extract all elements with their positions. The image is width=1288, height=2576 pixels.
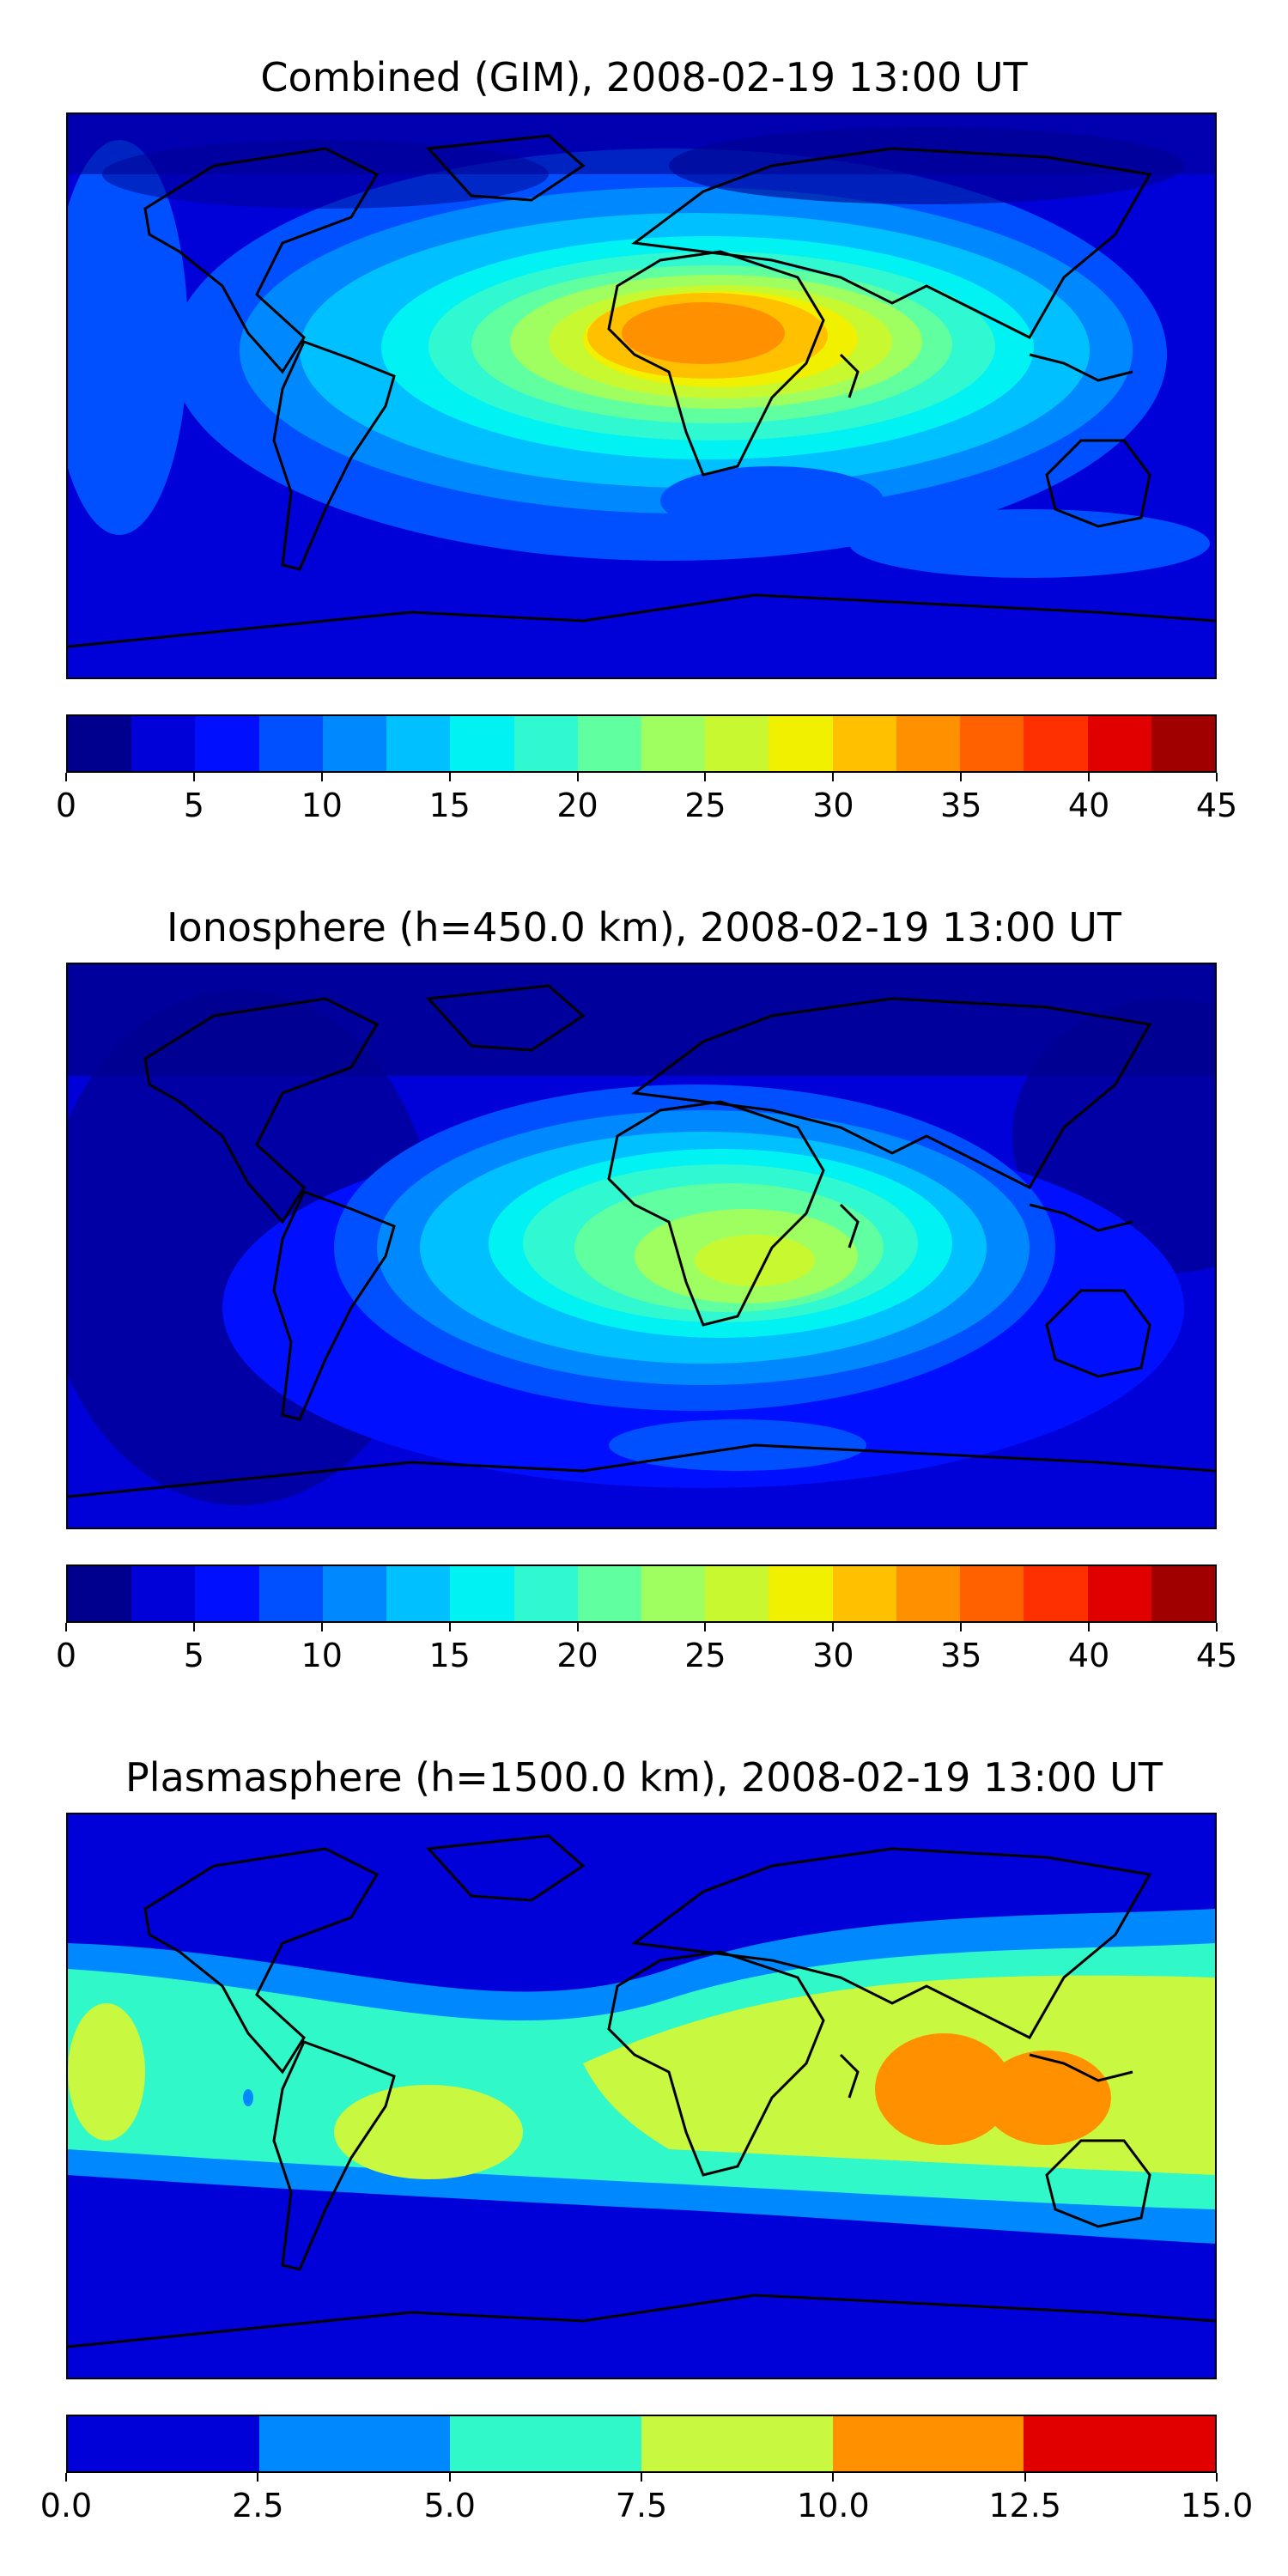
colorbar-segment xyxy=(322,1566,387,1621)
colorbar-tick-label: 10 xyxy=(301,787,343,824)
colorbar-segment xyxy=(832,1566,896,1621)
colorbar-tick-label: 0.0 xyxy=(39,2487,93,2524)
colorbar-tick-label: 40 xyxy=(1067,787,1110,824)
colorbar-segment xyxy=(641,2416,833,2471)
colorbar-ionosphere xyxy=(66,1564,1217,1623)
colorbar-segment xyxy=(960,716,1024,771)
colorbar-segment xyxy=(832,2416,1024,2471)
map-ionosphere xyxy=(66,963,1217,1529)
colorbar-segment xyxy=(322,716,387,771)
colorbar-tick-label: 40 xyxy=(1067,1637,1110,1674)
colorbar-tick-label: 25 xyxy=(684,1637,726,1674)
map-combined xyxy=(66,112,1217,679)
colorbar-segment xyxy=(131,716,196,771)
colorbar-segment xyxy=(641,716,706,771)
map-title: Combined (GIM), 2008-02-19 13:00 UT xyxy=(260,54,1028,100)
colorbar-tick-label: 7.5 xyxy=(615,2487,668,2524)
colorbar-segment xyxy=(1087,716,1151,771)
colorbar-segment xyxy=(769,716,833,771)
map-plasmasphere xyxy=(66,1813,1217,2379)
colorbar-segment xyxy=(195,1566,259,1621)
colorbar-combined xyxy=(66,714,1217,773)
colorbar-tick-label: 2.5 xyxy=(232,2487,284,2524)
colorbar-tick-label: 5.0 xyxy=(423,2487,476,2524)
colorbar-segment xyxy=(386,1566,451,1621)
colorbar-segment xyxy=(1151,716,1215,771)
colorbar-segment xyxy=(705,1566,769,1621)
colorbar-tick-label: 35 xyxy=(940,787,982,824)
map-title: Plasmasphere (h=1500.0 km), 2008-02-19 1… xyxy=(125,1754,1163,1801)
colorbar-tick-label: 15 xyxy=(428,787,471,824)
colorbar-ticks-plasmasphere: 0.0 2.5 5.0 7.5 10.0 12.5 15.0 xyxy=(40,2473,1253,2524)
colorbar-ticks-combined: 0 5 10 15 20 25 30 35 40 45 xyxy=(56,773,1237,824)
colorbar-segment xyxy=(960,1566,1024,1621)
colorbar-segment xyxy=(577,716,641,771)
colorbar-tick-label: 5 xyxy=(183,787,204,824)
colorbar-segment xyxy=(68,2416,259,2471)
colorbar-segment xyxy=(513,1566,578,1621)
colorbar-segment xyxy=(832,716,896,771)
colorbar-segment xyxy=(450,1566,514,1621)
colorbar-tick-label: 45 xyxy=(1195,787,1238,824)
colorbar-tick-label: 0 xyxy=(55,787,77,824)
colorbar-tick-label: 12.5 xyxy=(988,2487,1061,2524)
colorbar-segment xyxy=(896,716,961,771)
colorbar-tick-label: 15 xyxy=(428,1637,471,1674)
map-title: Ionosphere (h=450.0 km), 2008-02-19 13:0… xyxy=(167,904,1121,951)
colorbar-segment xyxy=(450,716,514,771)
colorbar-segment xyxy=(386,716,451,771)
colorbar-segment xyxy=(1024,2416,1216,2471)
colorbar-segment xyxy=(1151,1566,1215,1621)
colorbar-tick-label: 0 xyxy=(55,1637,77,1674)
colorbar-tick-label: 15.0 xyxy=(1180,2487,1254,2524)
colorbar-segment xyxy=(1024,1566,1088,1621)
colorbar-tick-label: 25 xyxy=(684,787,726,824)
colorbar-segment xyxy=(68,716,132,771)
colorbar-segment xyxy=(641,1566,706,1621)
colorbar-segment xyxy=(769,1566,833,1621)
colorbar-segment xyxy=(131,1566,196,1621)
colorbar-segment xyxy=(258,716,323,771)
colorbar-segment xyxy=(705,716,769,771)
colorbar-segment xyxy=(195,716,259,771)
colorbar-segment xyxy=(258,1566,323,1621)
colorbar-tick-label: 20 xyxy=(556,1637,598,1674)
colorbar-ticks-ionosphere: 0 5 10 15 20 25 30 35 40 45 xyxy=(56,1623,1237,1674)
colorbar-tick-label: 10.0 xyxy=(797,2487,870,2524)
colorbar-tick-label: 30 xyxy=(812,787,854,824)
colorbar-tick-label: 5 xyxy=(183,1637,204,1674)
colorbar-segment xyxy=(513,716,578,771)
colorbar-tick-label: 10 xyxy=(301,1637,343,1674)
colorbar-segment xyxy=(1087,1566,1151,1621)
colorbar-segment xyxy=(577,1566,641,1621)
colorbar-tick-label: 45 xyxy=(1195,1637,1238,1674)
colorbar-tick-label: 30 xyxy=(812,1637,854,1674)
colorbar-tick-label: 35 xyxy=(940,1637,982,1674)
colorbar-segment xyxy=(450,2416,642,2471)
colorbar-tick-label: 20 xyxy=(556,787,598,824)
colorbar-segment xyxy=(1024,716,1088,771)
colorbar-segment xyxy=(68,1566,132,1621)
colorbar-segment xyxy=(896,1566,961,1621)
colorbar-plasmasphere xyxy=(66,2415,1217,2473)
colorbar-segment xyxy=(258,2416,451,2471)
